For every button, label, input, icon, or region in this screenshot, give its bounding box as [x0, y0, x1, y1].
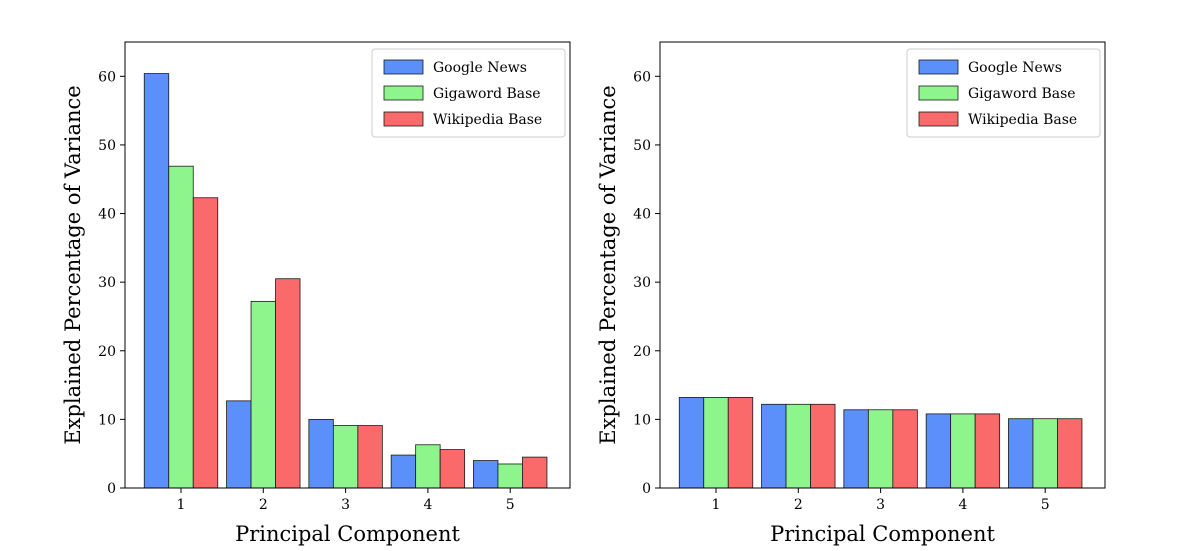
bar-left-google-news-3 [308, 418, 334, 489]
legend-label-left-wikipedia-base: Wikipedia Base [433, 112, 542, 128]
y-tick-label-right-0: 0 [642, 481, 651, 497]
y-tick-label-right-60: 60 [633, 69, 651, 85]
y-tick-label-right-10: 10 [633, 412, 651, 428]
y-tick-label-right-30: 30 [633, 275, 651, 291]
legend-swatch-right-google-news [918, 59, 959, 75]
bar-right-wikipedia-base-1 [727, 397, 754, 489]
y-axis-label-right: Explained Percentage of Variance [596, 85, 620, 444]
y-tick-label-right-50: 50 [633, 138, 651, 154]
legend-label-right-wikipedia-base: Wikipedia Base [968, 112, 1077, 128]
y-axis-label-left: Explained Percentage of Variance [61, 85, 85, 444]
y-tick-label-left-30: 30 [98, 275, 116, 291]
bar-right-gigaword-base-5 [1032, 418, 1058, 489]
bar-right-google-news-5 [1008, 418, 1034, 489]
legend-label-right-google-news: Google News [968, 60, 1062, 76]
legend-label-right-gigaword-base: Gigaword Base [968, 86, 1076, 102]
bar-left-google-news-2 [226, 400, 252, 489]
y-tick-label-left-20: 20 [98, 344, 116, 360]
bar-left-gigaword-base-4 [415, 444, 441, 489]
bar-left-gigaword-base-3 [332, 425, 359, 489]
x-tick-label-left-3: 3 [341, 497, 350, 513]
x-tick-label-left-1: 1 [177, 497, 186, 513]
bar-right-wikipedia-base-5 [1057, 418, 1083, 489]
bar-right-google-news-4 [925, 413, 952, 489]
y-tick-label-left-50: 50 [98, 138, 116, 154]
x-tick-label-right-4: 4 [958, 497, 967, 513]
x-tick-label-right-2: 2 [794, 497, 803, 513]
y-tick-label-right-20: 20 [633, 344, 651, 360]
y-tick-label-left-40: 40 [98, 207, 116, 223]
bar-right-gigaword-base-4 [950, 413, 976, 489]
bar-right-google-news-3 [843, 409, 869, 489]
bar-right-gigaword-base-1 [703, 397, 729, 489]
bar-right-google-news-2 [761, 403, 787, 489]
bar-left-gigaword-base-2 [250, 300, 276, 489]
bar-right-wikipedia-base-3 [892, 409, 918, 489]
bar-left-gigaword-base-5 [497, 463, 523, 489]
bar-left-wikipedia-base-4 [439, 449, 466, 489]
x-tick-label-right-3: 3 [876, 497, 885, 513]
legend-swatch-left-gigaword-base [383, 85, 424, 101]
axes-frame-right [659, 41, 1106, 489]
x-tick-label-left-5: 5 [506, 497, 515, 513]
bar-left-wikipedia-base-3 [357, 425, 383, 489]
legend-swatch-left-google-news [383, 59, 424, 75]
bar-left-google-news-4 [390, 454, 417, 489]
bar-left-wikipedia-base-2 [275, 278, 301, 489]
legend-label-left-gigaword-base: Gigaword Base [433, 86, 541, 102]
bar-right-gigaword-base-3 [867, 409, 894, 489]
bar-left-google-news-5 [473, 460, 499, 489]
legend-swatch-right-wikipedia-base [918, 111, 959, 127]
bar-right-google-news-1 [678, 397, 705, 489]
bar-left-wikipedia-base-5 [522, 456, 548, 489]
legend-label-left-google-news: Google News [433, 60, 527, 76]
right-panel: 0 10 20 30 40 50 60 1 2 3 4 5 Principal Component Exp… [596, 41, 1106, 546]
bar-right-wikipedia-base-4 [974, 413, 1001, 489]
x-axis-label-right: Principal Component [770, 522, 995, 546]
bar-right-wikipedia-base-2 [810, 403, 836, 489]
y-tick-label-left-10: 10 [98, 412, 116, 428]
x-tick-label-right-5: 5 [1041, 497, 1050, 513]
y-tick-label-left-0: 0 [107, 481, 116, 497]
y-tick-label-right-40: 40 [633, 207, 651, 223]
y-tick-label-left-60: 60 [98, 69, 116, 85]
bar-left-gigaword-base-1 [168, 165, 194, 489]
bar-left-wikipedia-base-1 [192, 197, 219, 489]
left-panel: 0 10 20 30 40 50 60 1 2 3 4 5 Principal Component Exp… [61, 41, 571, 546]
x-axis-label-left: Principal Component [235, 522, 460, 546]
axes-frame-left [124, 41, 571, 489]
legend-swatch-left-wikipedia-base [383, 111, 424, 127]
bar-left-google-news-1 [143, 73, 170, 489]
x-tick-label-left-2: 2 [259, 497, 268, 513]
x-tick-label-right-1: 1 [712, 497, 721, 513]
bar-right-gigaword-base-2 [785, 403, 811, 489]
x-tick-label-left-4: 4 [423, 497, 432, 513]
legend-swatch-right-gigaword-base [918, 85, 959, 101]
